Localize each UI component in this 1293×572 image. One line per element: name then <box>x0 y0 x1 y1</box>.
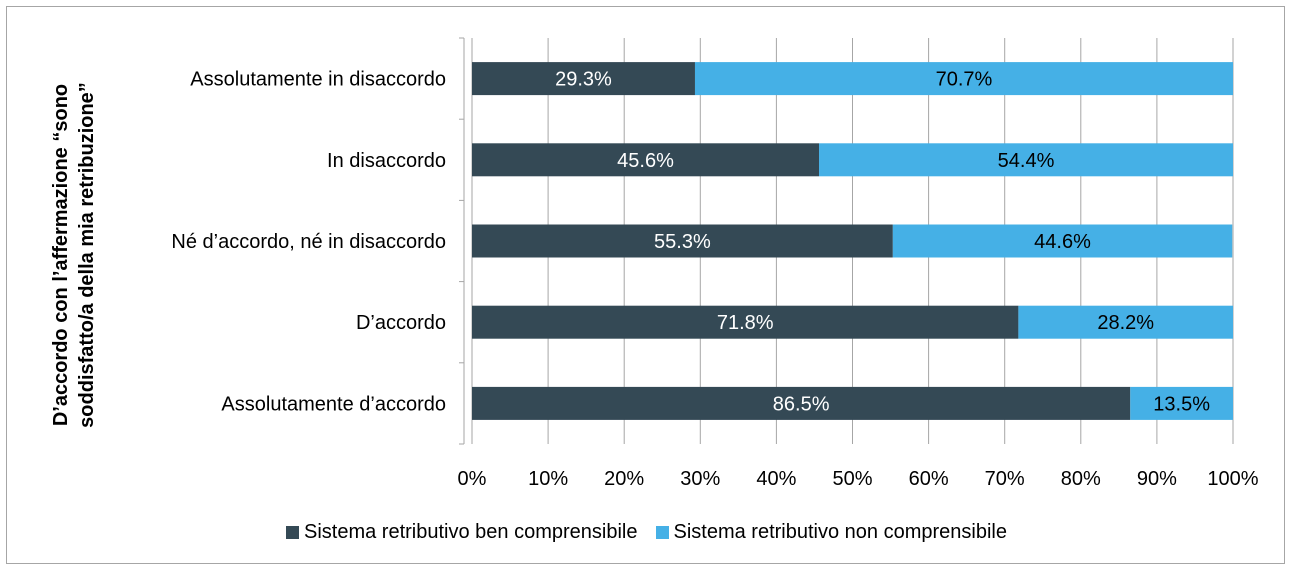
stacked-bar-chart: 0% 10% 20% 30% 40% 50% 60% 70% 80% 90% 100% Assolut… <box>171 37 1259 490</box>
bar-non-comprensibile <box>1018 305 1233 339</box>
x-tick-label: 50% <box>832 468 872 490</box>
x-tick-label: 60% <box>909 468 949 490</box>
data-label: 55.3% <box>654 231 711 253</box>
bar-non-comprensibile <box>1130 386 1233 420</box>
legend: Sistema retributivo ben comprensibile Si… <box>0 521 1293 544</box>
data-label: 86.5% <box>773 393 830 415</box>
bar-ben-comprensibile <box>472 386 1131 420</box>
x-tick-label: 40% <box>756 468 796 490</box>
x-tick-label: 70% <box>985 468 1025 490</box>
data-label: 28.2% <box>1097 312 1154 334</box>
x-tick-label: 20% <box>604 468 644 490</box>
bar-ben-comprensibile <box>472 224 893 258</box>
x-tick-label: 100% <box>1207 468 1258 490</box>
data-label: 70.7% <box>936 69 993 91</box>
chart-frame <box>6 6 1285 564</box>
x-tick-label: 30% <box>680 468 720 490</box>
data-label: 54.4% <box>998 150 1055 172</box>
bar-ben-comprensibile <box>472 305 1019 339</box>
legend-swatch-non-comprensibile <box>655 526 669 539</box>
x-tick-label: 0% <box>458 468 487 490</box>
bar-non-comprensibile <box>892 224 1233 258</box>
x-tick-label: 90% <box>1137 468 1177 490</box>
bar-ben-comprensibile <box>472 62 695 96</box>
legend-label-non-comprensibile: Sistema retributivo non comprensibile <box>673 521 1008 543</box>
bar-ben-comprensibile <box>472 143 820 177</box>
data-label: 13.5% <box>1153 393 1210 415</box>
bar-non-comprensibile <box>819 143 1233 177</box>
category-label: Assolutamente d’accordo <box>221 393 446 415</box>
data-label: 44.6% <box>1034 231 1091 253</box>
data-label: 45.6% <box>617 150 674 172</box>
category-label: D’accordo <box>356 312 446 334</box>
category-label: Assolutamente in disaccordo <box>190 69 446 91</box>
legend-swatch-ben-comprensibile <box>286 526 299 539</box>
legend-item-non-comprensibile: Sistema retributivo non comprensibile <box>655 521 1008 544</box>
legend-item-ben-comprensibile: Sistema retributivo ben comprensibile <box>286 521 638 544</box>
data-label: 29.3% <box>555 69 612 91</box>
data-label: 71.8% <box>717 312 774 334</box>
x-tick-label: 80% <box>1061 468 1101 490</box>
x-tick-label: 10% <box>528 468 568 490</box>
category-label: Né d’accordo, né in disaccordo <box>171 231 446 253</box>
legend-label-ben-comprensibile: Sistema retributivo ben comprensibile <box>304 521 638 543</box>
category-label: In disaccordo <box>327 150 446 172</box>
bar-non-comprensibile <box>694 62 1233 96</box>
